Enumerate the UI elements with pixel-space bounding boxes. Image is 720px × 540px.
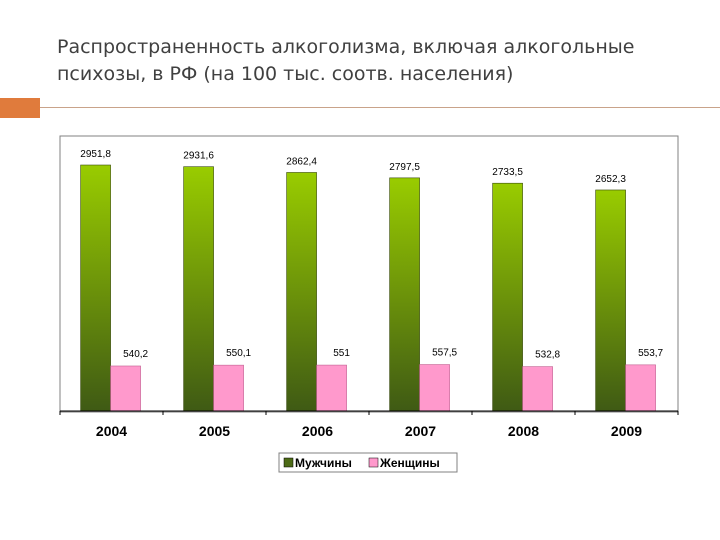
bar-men-2009 xyxy=(595,189,626,412)
data-label-women-2007: 557,5 xyxy=(432,348,457,359)
bar-women-2006 xyxy=(316,364,347,412)
bar-women-2009 xyxy=(625,364,656,412)
data-label-men-2006: 2862,4 xyxy=(286,156,317,167)
data-label-women-2006: 551 xyxy=(333,348,350,359)
accent-square xyxy=(0,98,40,118)
data-label-women-2008: 532,8 xyxy=(535,350,560,361)
legend-box xyxy=(278,452,458,473)
accent-line xyxy=(40,107,720,108)
x-tick-label-2009: 2009 xyxy=(611,423,642,439)
bar-men-2005 xyxy=(183,166,214,412)
legend: Мужчины Женщины xyxy=(278,452,458,473)
x-tick-label-2005: 2005 xyxy=(199,423,230,439)
bar-women-2004 xyxy=(110,365,141,412)
bar-women-2007 xyxy=(419,364,450,412)
data-label-women-2004: 540,2 xyxy=(123,349,148,360)
bar-men-2008 xyxy=(492,182,523,412)
data-label-men-2005: 2931,6 xyxy=(183,151,214,162)
data-label-women-2005: 550,1 xyxy=(226,348,251,359)
data-label-men-2009: 2652,3 xyxy=(595,174,626,185)
x-tick-label-2004: 2004 xyxy=(96,423,127,439)
legend-label-women: Женщины xyxy=(379,456,440,470)
x-tick-label-2008: 2008 xyxy=(508,423,539,439)
bar-women-2008 xyxy=(522,366,553,412)
data-label-women-2009: 553,7 xyxy=(638,348,663,359)
bar-men-2006 xyxy=(286,172,317,412)
bar-men-2007 xyxy=(389,177,420,412)
data-label-men-2004: 2951,8 xyxy=(80,149,111,160)
x-tick-label-2007: 2007 xyxy=(405,423,436,439)
legend-swatch-women xyxy=(368,457,379,468)
bar-women-2005 xyxy=(213,364,244,412)
plot-frame xyxy=(59,135,679,413)
bar-men-2004 xyxy=(80,164,111,412)
legend-swatch-men xyxy=(283,457,294,468)
legend-label-men: Мужчины xyxy=(295,456,352,470)
data-label-men-2008: 2733,5 xyxy=(492,167,523,178)
data-label-men-2007: 2797,5 xyxy=(389,162,420,173)
slide-title: Распространенность алкоголизма, включая … xyxy=(57,36,635,85)
x-tick-label-2006: 2006 xyxy=(302,423,333,439)
